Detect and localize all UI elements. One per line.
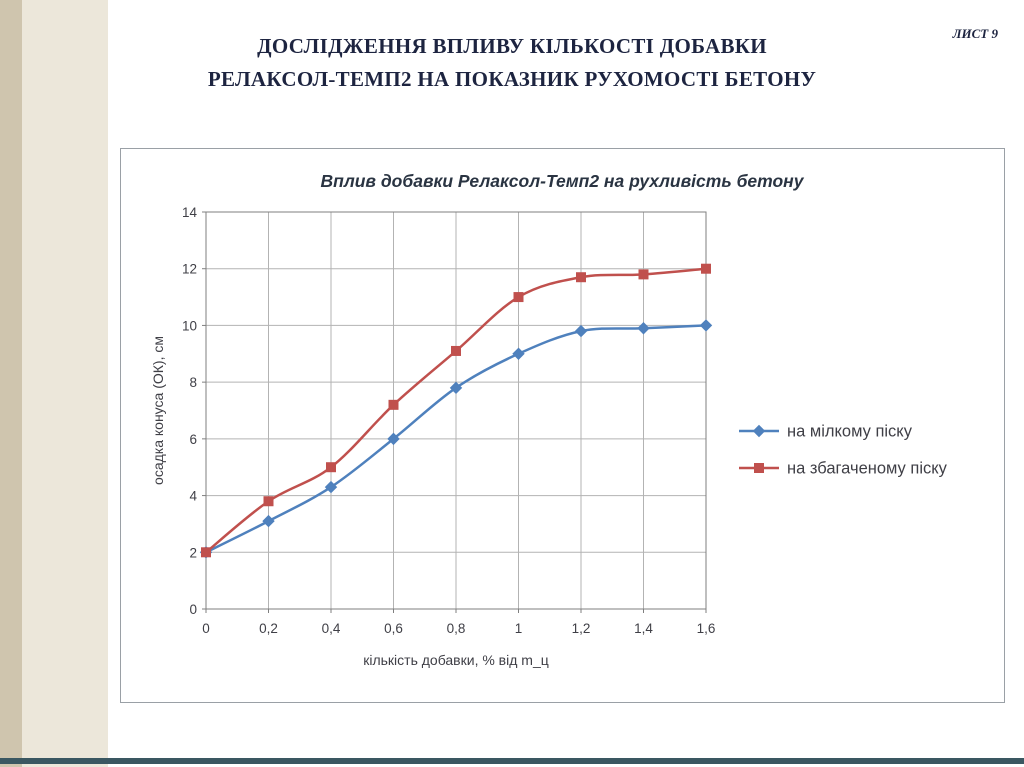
- series-0-marker: [324, 480, 338, 494]
- series-0-marker: [512, 347, 525, 360]
- series-0-marker: [699, 319, 713, 332]
- legend-label: на мілкому піску: [787, 423, 913, 441]
- series-0-marker: [387, 432, 400, 446]
- slide-title-line1: ДОСЛІДЖЕННЯ ВПЛИВУ КІЛЬКОСТІ ДОБАВКИ: [257, 34, 767, 58]
- series-1-marker: [201, 547, 211, 558]
- y-tick-label: 4: [189, 489, 197, 504]
- chart-title: Вплив добавки Релаксол-Темп2 на рухливіс…: [321, 171, 805, 191]
- legend-item-1: на збагаченому піску: [739, 460, 948, 478]
- legend-swatch-marker: [754, 463, 764, 473]
- y-axis-label: осадка конуса (ОК), см: [150, 336, 166, 485]
- left-edge-strip: [0, 0, 22, 767]
- series-1-marker: [326, 462, 336, 473]
- x-tick-label: 0,8: [447, 621, 466, 636]
- series-1-marker: [513, 292, 524, 303]
- x-tick-label: 0,6: [384, 621, 403, 636]
- series-1-marker: [388, 399, 399, 410]
- left-accent-strip: [22, 0, 108, 767]
- x-tick-label: 1,6: [697, 621, 716, 636]
- x-tick-label: 1: [515, 621, 523, 636]
- series-1-marker: [576, 272, 586, 283]
- series-0-marker: [574, 324, 588, 338]
- y-tick-label: 0: [189, 602, 197, 617]
- x-tick-label: 0,2: [259, 621, 278, 636]
- y-tick-label: 10: [182, 318, 197, 333]
- series-0-marker: [449, 381, 463, 395]
- y-tick-label: 6: [189, 432, 197, 447]
- slide-title: ДОСЛІДЖЕННЯ ВПЛИВУ КІЛЬКОСТІ ДОБАВКИ РЕЛА…: [112, 30, 912, 95]
- legend-swatch-marker: [752, 424, 766, 438]
- bottom-accent-bar: [0, 758, 1024, 764]
- series-0-marker: [637, 322, 650, 335]
- series-1-marker: [263, 496, 274, 507]
- y-tick-label: 14: [182, 205, 198, 220]
- chart-frame: 0 2 4 6 8 10 12 14 0 0,2 0,4 0,6 0,8 1 1,2 1,4 1,6 Вплив …: [120, 148, 1005, 703]
- x-tick-label: 1,4: [634, 621, 653, 636]
- y-tick-label: 8: [189, 375, 197, 390]
- series-1-marker: [638, 269, 649, 280]
- x-axis-label: кількість добавки, % від m_ц: [363, 652, 549, 668]
- series-0-marker: [262, 514, 275, 528]
- x-tick-label: 0: [202, 621, 210, 636]
- mobility-line-chart: 0 2 4 6 8 10 12 14 0 0,2 0,4 0,6 0,8 1 1,2 1,4 1,6 Вплив …: [150, 171, 948, 668]
- page-number-label: ЛИСТ 9: [952, 26, 998, 41]
- y-tick-label: 2: [189, 545, 197, 560]
- x-tick-label: 1,2: [572, 621, 591, 636]
- slide-title-line2: РЕЛАКСОЛ-ТЕМП2 НА ПОКАЗНИК РУХОМОСТІ БЕТ…: [207, 66, 817, 91]
- legend-label: на збагаченому піску: [787, 460, 948, 478]
- series-1-marker: [701, 263, 711, 274]
- legend-item-0: на мілкому піску: [739, 423, 913, 441]
- y-tick-label: 12: [182, 262, 197, 277]
- series-1-marker: [451, 345, 461, 356]
- x-tick-label: 0,4: [322, 621, 341, 636]
